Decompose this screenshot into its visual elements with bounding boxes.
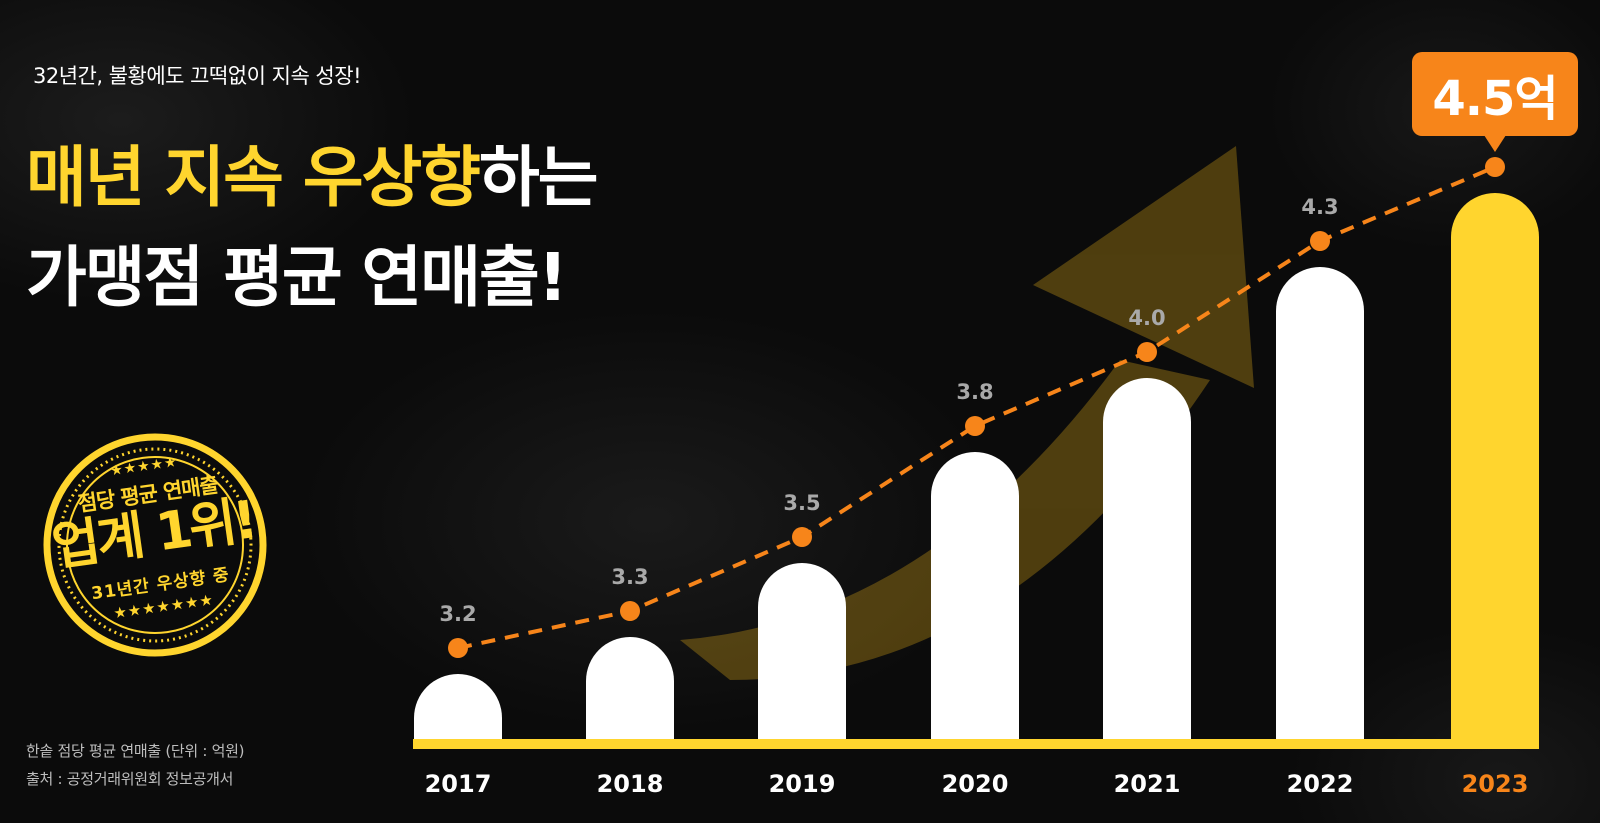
bar-2022	[1276, 267, 1364, 740]
headline: 매년 지속 우상향하는 가맹점 평균 연매출!	[26, 128, 598, 328]
marker-2018	[620, 601, 640, 621]
bar-2021	[1103, 378, 1191, 740]
marker-2017	[448, 638, 468, 658]
value-label-2017: 3.2	[439, 602, 477, 626]
bar-2018	[586, 637, 674, 740]
value-label-2019: 3.5	[783, 491, 821, 515]
x-label-2019: 2019	[768, 770, 836, 798]
bar-2017	[414, 674, 502, 740]
subtitle: 32년간, 불황에도 끄떡없이 지속 성장!	[33, 64, 362, 88]
ranking-stamp: ★★★★★ 점당 평균 연매출 업계 1위! 31년간 우상향 중 ★★★★★★…	[27, 417, 282, 672]
marker-2020	[965, 416, 985, 436]
x-label-2023: 2023	[1461, 770, 1529, 798]
growth-arrow-icon	[680, 146, 1254, 680]
marker-2022	[1310, 231, 1330, 251]
marker-2023	[1485, 157, 1505, 177]
trend-markers	[448, 157, 1505, 658]
value-callout: 4.5억	[1412, 52, 1578, 136]
bars	[414, 193, 1539, 740]
value-label-2018: 3.3	[611, 565, 649, 589]
x-label-2020: 2020	[941, 770, 1009, 798]
stamp-ring-icon	[43, 433, 267, 657]
footnote-source: 출처 : 공정거래위원회 정보공개서	[26, 770, 234, 788]
x-label-2017: 2017	[424, 770, 492, 798]
bar-2020	[931, 452, 1019, 740]
x-label-2018: 2018	[596, 770, 664, 798]
marker-2019	[792, 527, 812, 547]
bar-2023	[1451, 193, 1539, 740]
headline-line-1-rest: 하는	[479, 139, 598, 216]
headline-highlight: 매년 지속 우상향	[26, 139, 481, 216]
marker-2021	[1137, 342, 1157, 362]
value-label-2020: 3.8	[956, 380, 994, 404]
footnote-unit: 한솥 점당 평균 연매출 (단위 : 억원)	[26, 742, 245, 760]
bar-2019	[758, 563, 846, 740]
headline-line-1: 매년 지속 우상향하는	[26, 128, 598, 228]
x-label-2022: 2022	[1286, 770, 1354, 798]
x-label-2021: 2021	[1113, 770, 1181, 798]
headline-line-2: 가맹점 평균 연매출!	[26, 239, 568, 316]
x-axis-line	[413, 739, 1539, 749]
value-label-2021: 4.0	[1128, 306, 1166, 330]
value-label-2022: 4.3	[1301, 195, 1339, 219]
